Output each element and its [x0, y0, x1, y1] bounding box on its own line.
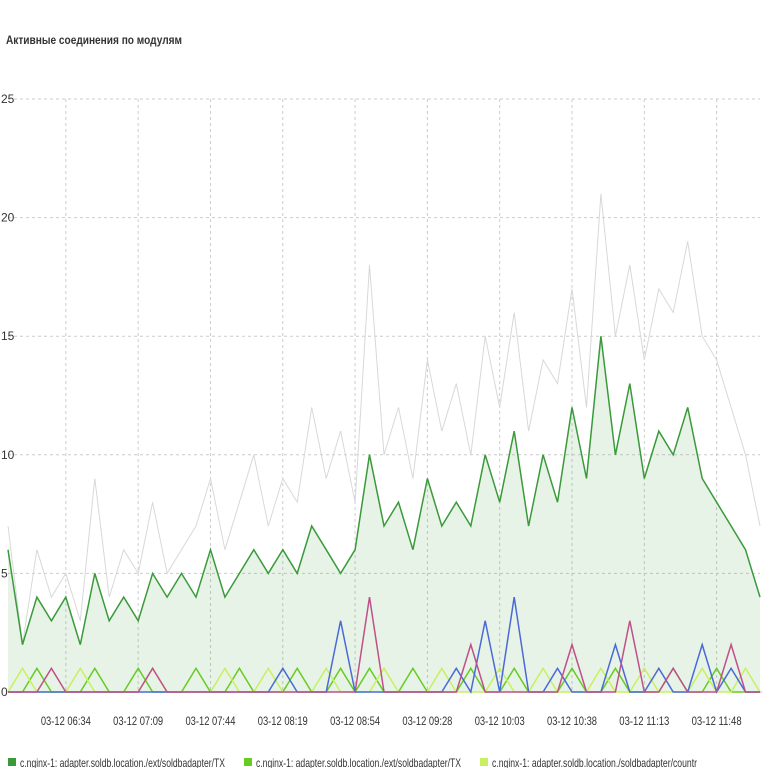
- x-tick-label: 03-12 08:19: [258, 714, 308, 728]
- legend-label: c.nginx-1: adapter.soldb.location./soldb…: [492, 756, 697, 768]
- x-tick-label: 03-12 11:13: [619, 714, 669, 728]
- x-tick-label: 03-12 07:09: [113, 714, 163, 728]
- legend-swatch: [480, 758, 488, 766]
- x-tick-label: 03-12 09:28: [402, 714, 452, 728]
- y-tick-label: 25: [1, 92, 15, 106]
- area: [8, 336, 760, 692]
- chart-title: Активные соединения по модулям: [6, 33, 182, 47]
- y-tick-label: 0: [1, 685, 8, 699]
- y-tick-label: 5: [1, 566, 8, 580]
- legend-swatch: [8, 758, 16, 766]
- x-tick-label: 03-12 10:38: [547, 714, 597, 728]
- x-tick-label: 03-12 08:54: [330, 714, 380, 728]
- series-line: [7, 336, 761, 645]
- y-tick-label: 10: [1, 448, 15, 462]
- legend-label: c.nginx-1: adapter.soldb.location./ext/s…: [256, 756, 461, 768]
- x-tick-label: 03-12 06:34: [41, 714, 91, 728]
- y-tick-label: 15: [1, 329, 15, 343]
- legend-swatch: [244, 758, 252, 766]
- x-tick-label: 03-12 07:44: [185, 714, 235, 728]
- series-line: [8, 596, 760, 693]
- x-tick-label: 03-12 10:03: [475, 714, 525, 728]
- y-tick-label: 20: [1, 211, 15, 225]
- x-tick-label: 03-12 11:48: [692, 714, 742, 728]
- legend-label: c.nginx-1: adapter.soldb.location./ext/s…: [20, 756, 225, 768]
- series-line: [7, 193, 761, 645]
